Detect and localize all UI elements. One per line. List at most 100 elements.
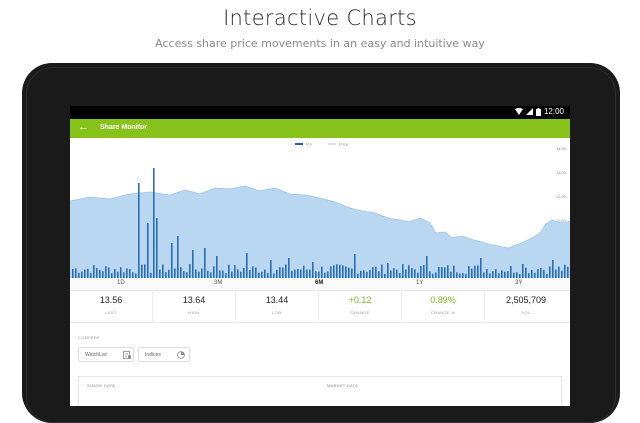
volume-bar [336, 264, 338, 278]
volume-bar [177, 236, 179, 278]
volume-bar [273, 273, 275, 278]
volume-bar [462, 273, 464, 278]
volume-bar [81, 271, 83, 278]
volume-bar [141, 264, 143, 278]
volume-bar [387, 263, 389, 278]
volume-bar [198, 271, 200, 278]
data-panel: SHARE DATA MARKET DATA [78, 376, 562, 406]
volume-bar [129, 269, 131, 278]
volume-bar [276, 269, 278, 278]
volume-bar [216, 256, 218, 278]
volume-bar [285, 264, 287, 278]
volume-bar [291, 270, 293, 278]
watchlist-button[interactable]: WatchList [78, 347, 134, 362]
volume-bar [282, 267, 284, 278]
volume-bar [261, 271, 263, 278]
volume-bar [522, 264, 524, 278]
price-volume-chart[interactable]: Vol Price 14.00 13.00 12.00 11.00 10.00 [70, 138, 570, 278]
volume-bar [483, 272, 485, 278]
volume-bar [501, 270, 503, 278]
volume-bar [294, 269, 296, 278]
volume-bar [303, 265, 305, 278]
range-tab-3y[interactable]: 3Y [515, 280, 523, 286]
volume-bar [561, 270, 563, 278]
range-tab-1y[interactable]: 1Y [416, 280, 424, 286]
volume-bar [534, 272, 536, 278]
volume-bar [234, 265, 236, 278]
volume-bar [366, 271, 368, 278]
back-arrow-icon[interactable]: ← [78, 121, 89, 133]
volume-bar [183, 271, 185, 278]
volume-bar [525, 267, 527, 278]
volume-bar [264, 269, 266, 278]
volume-bar [426, 256, 428, 278]
range-tab-3m[interactable]: 3M [214, 280, 223, 286]
volume-bar [417, 272, 419, 278]
volume-bar [348, 267, 350, 278]
range-tab-1d[interactable]: 1D [117, 280, 125, 286]
svg-text:13.00: 13.00 [556, 170, 567, 175]
signal-icon [525, 108, 533, 115]
volume-bar [195, 269, 197, 278]
volume-bar [222, 270, 224, 278]
volume-bar [390, 270, 392, 278]
volume-bar [474, 265, 476, 278]
volume-bar [105, 266, 107, 278]
volume-bar [93, 265, 95, 278]
volume-bar [480, 258, 482, 278]
volume-bar [309, 269, 311, 278]
app-bar: ← Share Monitor [70, 119, 570, 138]
status-bar: 12:00 [70, 106, 570, 119]
volume-bar [192, 250, 194, 278]
volume-bar [516, 272, 518, 278]
volume-bar [393, 268, 395, 278]
volume-bar [432, 273, 434, 278]
volume-bar [318, 271, 320, 278]
volume-bar [477, 265, 479, 278]
volume-bar [114, 269, 116, 278]
volume-bar [411, 268, 413, 278]
stat-low: 13.44 LOW [236, 290, 319, 322]
range-tab-6m[interactable]: 6M [315, 280, 324, 286]
volume-bar [279, 267, 281, 278]
stat-last: 13.56 LAST [70, 290, 153, 322]
volume-bar [213, 266, 215, 278]
volume-bar [111, 273, 113, 278]
indices-icon [177, 351, 185, 359]
volume-bar [132, 272, 134, 278]
volume-bar [540, 268, 542, 278]
volume-bar [357, 273, 359, 278]
volume-bar [444, 267, 446, 278]
volume-bar [375, 266, 377, 278]
volume-bar [486, 269, 488, 278]
volume-bar [189, 264, 191, 278]
headline: Interactive Charts [223, 6, 417, 30]
volume-bar [102, 271, 104, 278]
volume-bar [555, 269, 557, 278]
volume-bar [399, 273, 401, 278]
volume-bar [315, 271, 317, 278]
range-selector: 1D 3M 6M 1Y 3Y [70, 278, 570, 291]
volume-bar [153, 168, 155, 278]
stat-change: +0.12 CHANGE [319, 290, 402, 322]
volume-bar [492, 271, 494, 278]
stat-change-percent: 0.89% CHANGE % [402, 290, 485, 322]
volume-bar [168, 269, 170, 278]
volume-bar [378, 271, 380, 278]
volume-bar [342, 265, 344, 278]
volume-bar [186, 272, 188, 278]
volume-bar [120, 267, 122, 278]
price-area [70, 186, 570, 278]
status-time: 12:00 [543, 107, 564, 116]
indices-button[interactable]: Indices [138, 347, 190, 362]
volume-bar [420, 266, 422, 278]
volume-bar [159, 269, 161, 278]
volume-bar [354, 254, 356, 278]
volume-bar [537, 269, 539, 278]
volume-bar [75, 268, 77, 278]
legend-price: Price [339, 142, 349, 147]
volume-bar [333, 265, 335, 278]
battery-icon [535, 107, 541, 116]
stat-volume: 2,505,709 VOL [505, 295, 547, 315]
volume-bar [312, 262, 314, 278]
